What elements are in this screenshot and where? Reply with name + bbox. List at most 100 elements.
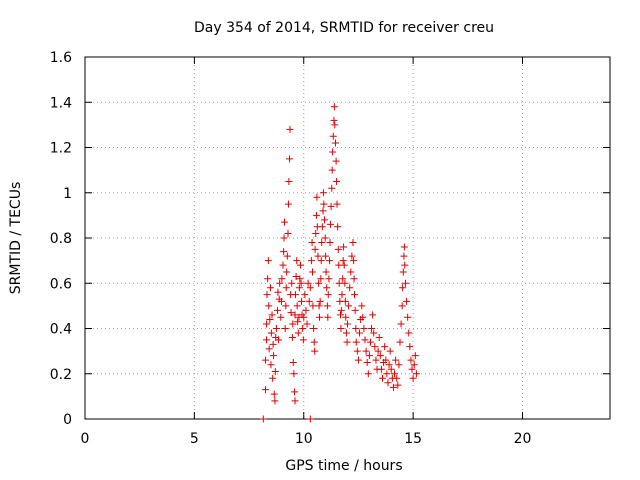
- data-point: [374, 347, 382, 355]
- data-point: [343, 338, 351, 346]
- data-point: [366, 338, 374, 346]
- data-point: [331, 139, 339, 147]
- data-point: [375, 334, 383, 342]
- data-point: [350, 275, 358, 283]
- data-point: [347, 268, 355, 276]
- data-point: [337, 306, 345, 314]
- data-point: [271, 367, 279, 375]
- data-point: [270, 352, 278, 360]
- data-point: [293, 302, 301, 310]
- data-point: [263, 291, 271, 299]
- data-point: [401, 261, 409, 269]
- data-point: [337, 311, 344, 319]
- data-point: [339, 257, 347, 265]
- data-point: [398, 302, 406, 310]
- data-point: [318, 223, 326, 231]
- data-point: [395, 361, 403, 369]
- data-point: [291, 291, 299, 299]
- data-point: [319, 207, 327, 215]
- y-tick-label: 1: [63, 186, 72, 202]
- data-point: [401, 279, 409, 287]
- data-point: [376, 352, 384, 360]
- data-point: [412, 370, 420, 378]
- data-point: [291, 397, 299, 405]
- data-point: [362, 347, 370, 355]
- data-point: [289, 320, 297, 328]
- data-point: [407, 356, 415, 364]
- data-point: [346, 284, 354, 292]
- data-point: [281, 218, 288, 226]
- data-point: [316, 313, 323, 321]
- y-tick-label: 0.6: [50, 276, 72, 292]
- data-point: [314, 252, 322, 260]
- data-point: [261, 386, 269, 394]
- chart-title: Day 354 of 2014, SRMTID for receiver cre…: [194, 20, 494, 36]
- data-point: [385, 361, 393, 369]
- data-point: [269, 374, 277, 382]
- data-point: [316, 297, 324, 305]
- data-point: [351, 306, 359, 314]
- data-point: [387, 365, 395, 373]
- data-point: [371, 343, 379, 351]
- data-point: [281, 325, 289, 332]
- data-point: [341, 279, 349, 287]
- data-point: [321, 216, 329, 224]
- data-point: [408, 365, 416, 373]
- data-point: [397, 320, 405, 328]
- data-point: [296, 275, 304, 283]
- data-point: [345, 302, 353, 310]
- data-point: [326, 239, 334, 247]
- data-point: [263, 320, 271, 328]
- data-point: [356, 329, 364, 337]
- data-point: [280, 248, 288, 256]
- data-point: [391, 370, 399, 378]
- data-point: [299, 325, 307, 332]
- data-point: [411, 352, 419, 360]
- data-point: [384, 379, 392, 387]
- data-point: [389, 383, 397, 391]
- data-point: [275, 336, 283, 344]
- data-point: [286, 155, 294, 163]
- data-point: [299, 336, 307, 344]
- data-point: [392, 356, 400, 364]
- data-point: [368, 325, 376, 332]
- data-point: [306, 415, 314, 423]
- data-point: [324, 313, 332, 321]
- data-point: [311, 245, 319, 253]
- y-tick-label: 1.6: [50, 50, 72, 66]
- data-point: [322, 252, 330, 260]
- data-point: [326, 257, 334, 265]
- data-point: [364, 370, 372, 378]
- data-point: [305, 297, 313, 305]
- data-point: [344, 320, 351, 328]
- data-point: [361, 336, 369, 344]
- data-point: [267, 284, 274, 292]
- data-point: [282, 284, 290, 292]
- data-point: [259, 415, 267, 423]
- data-point: [309, 302, 317, 310]
- data-point: [287, 309, 295, 317]
- data-point: [277, 297, 285, 305]
- data-point: [394, 381, 402, 389]
- data-point: [400, 243, 408, 251]
- data-point: [400, 252, 408, 260]
- data-point: [313, 193, 321, 201]
- data-point: [310, 338, 318, 346]
- data-point: [289, 358, 297, 366]
- data-point: [379, 374, 386, 382]
- data-point: [396, 338, 404, 346]
- y-axis-label: SRMTID / TECUs: [8, 182, 24, 295]
- x-tick-label: 5: [190, 431, 199, 447]
- data-point: [291, 311, 299, 319]
- data-point: [409, 374, 417, 382]
- data-point: [286, 125, 294, 133]
- data-point: [340, 261, 348, 269]
- y-tick-label: 0: [63, 412, 72, 428]
- data-point: [370, 329, 378, 337]
- data-point: [267, 361, 275, 369]
- data-point: [290, 370, 298, 378]
- data-point: [405, 329, 413, 337]
- data-point: [352, 325, 360, 332]
- data-point: [354, 356, 362, 364]
